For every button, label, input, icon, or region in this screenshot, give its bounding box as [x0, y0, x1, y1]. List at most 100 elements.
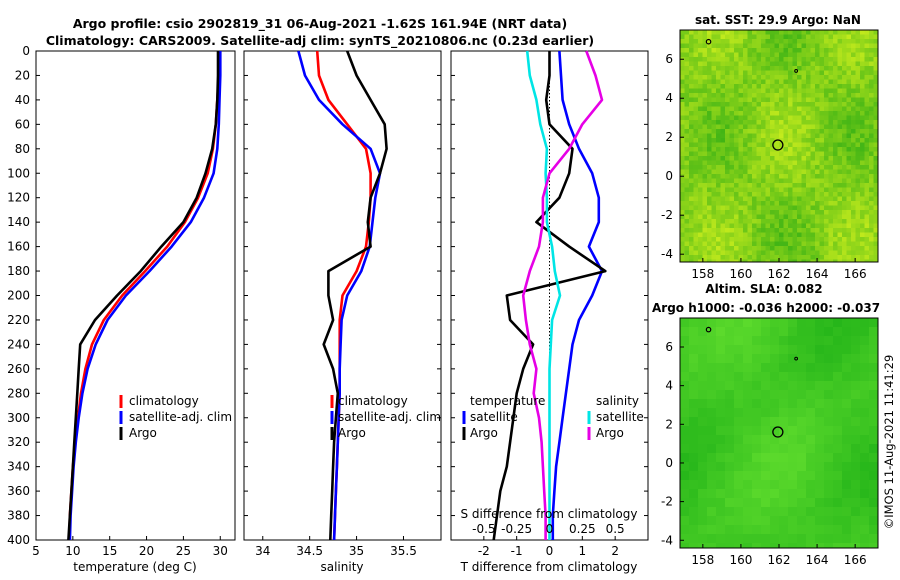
heat-cell [707, 115, 712, 121]
heat-cell [725, 183, 730, 188]
heat-cell [797, 88, 802, 94]
heat-cell [833, 120, 838, 125]
heat-cell [837, 156, 843, 161]
heat-cell [756, 196, 762, 202]
heat-cell [729, 43, 735, 49]
heat-cell [734, 66, 739, 71]
heat-cell [833, 498, 843, 508]
heat-cell [846, 75, 852, 80]
heat-cell [779, 147, 784, 152]
heat-cell [873, 66, 878, 71]
heat-cell [788, 52, 793, 58]
heat-cell [707, 543, 717, 548]
heat-cell [779, 169, 784, 175]
heat-cell [860, 61, 865, 67]
heat-cell [680, 52, 685, 58]
heat-cell [702, 124, 708, 130]
heat-cell [734, 219, 739, 224]
heat-cell [707, 471, 717, 481]
heat-cell [792, 102, 798, 107]
heat-cell [824, 61, 829, 67]
heat-cell [842, 219, 847, 224]
heat-cell [689, 120, 694, 125]
heat-cell [824, 129, 829, 134]
heat-cell [729, 48, 735, 53]
heat-cell [851, 97, 856, 103]
heat-cell [797, 516, 807, 526]
heat-cell [761, 372, 771, 382]
heat-cell [851, 61, 856, 67]
heat-cell [810, 196, 816, 202]
heat-cell [725, 255, 730, 260]
heat-cell [792, 66, 798, 71]
heat-cell [752, 246, 757, 251]
heat-cell [752, 381, 762, 391]
heat-cell [806, 151, 811, 157]
heat-cell [846, 169, 852, 175]
heat-cell [864, 165, 870, 170]
heat-cell [873, 165, 878, 170]
heat-cell [788, 363, 798, 373]
heat-cell [779, 66, 784, 71]
heat-cell [756, 61, 762, 67]
heat-cell [720, 237, 726, 242]
heat-cell [779, 93, 784, 98]
heat-cell [680, 106, 685, 112]
heat-cell [833, 241, 838, 247]
heat-cell [761, 178, 766, 184]
heat-cell [783, 79, 789, 85]
heat-cell [761, 399, 771, 409]
heat-cell [707, 201, 712, 206]
heat-cell [752, 124, 757, 130]
heat-cell [851, 462, 861, 472]
heat-cell [828, 156, 834, 161]
heat-cell [680, 498, 690, 508]
heat-cell [743, 241, 748, 247]
heat-cell [779, 399, 789, 409]
heat-cell [797, 381, 807, 391]
heat-cell [684, 246, 690, 251]
heat-cell [747, 196, 753, 202]
heat-cell [747, 34, 753, 40]
sst-map-title: sat. SST: 29.9 Argo: NaN [695, 13, 861, 27]
heat-cell [702, 151, 708, 157]
heat-cell [815, 426, 825, 436]
heat-cell [761, 61, 766, 67]
heat-cell [846, 120, 852, 125]
heat-cell [689, 97, 694, 103]
heat-cell [684, 192, 690, 197]
heat-cell [860, 192, 865, 197]
heat-cell [734, 462, 744, 472]
heat-cell [842, 255, 847, 260]
heat-cell [698, 75, 703, 80]
heat-cell [684, 228, 690, 233]
heat-cell [837, 39, 843, 44]
heat-cell [725, 241, 730, 247]
heat-cell [698, 133, 703, 139]
heat-cell [725, 66, 730, 71]
heat-cell [698, 70, 703, 76]
heat-cell [743, 210, 748, 215]
heat-cell [774, 196, 780, 202]
heat-cell [815, 187, 820, 193]
heat-cell [797, 151, 802, 157]
heat-cell [837, 84, 843, 89]
heat-cell [846, 205, 852, 211]
heat-cell [720, 147, 726, 152]
heat-cell [815, 543, 825, 548]
heat-cell [707, 133, 712, 139]
heat-cell [734, 205, 739, 211]
heat-cell [828, 160, 834, 166]
heat-cell [792, 43, 798, 49]
heat-cell [774, 75, 780, 80]
heat-cell [765, 160, 771, 166]
heat-cell [855, 138, 861, 143]
heat-cell [828, 88, 834, 94]
heat-cell [716, 178, 721, 184]
heat-cell [815, 97, 820, 103]
heat-cell [747, 210, 753, 215]
heat-cell [693, 246, 699, 251]
heat-cell [747, 151, 753, 157]
heat-cell [860, 84, 865, 89]
heat-cell [846, 214, 852, 220]
